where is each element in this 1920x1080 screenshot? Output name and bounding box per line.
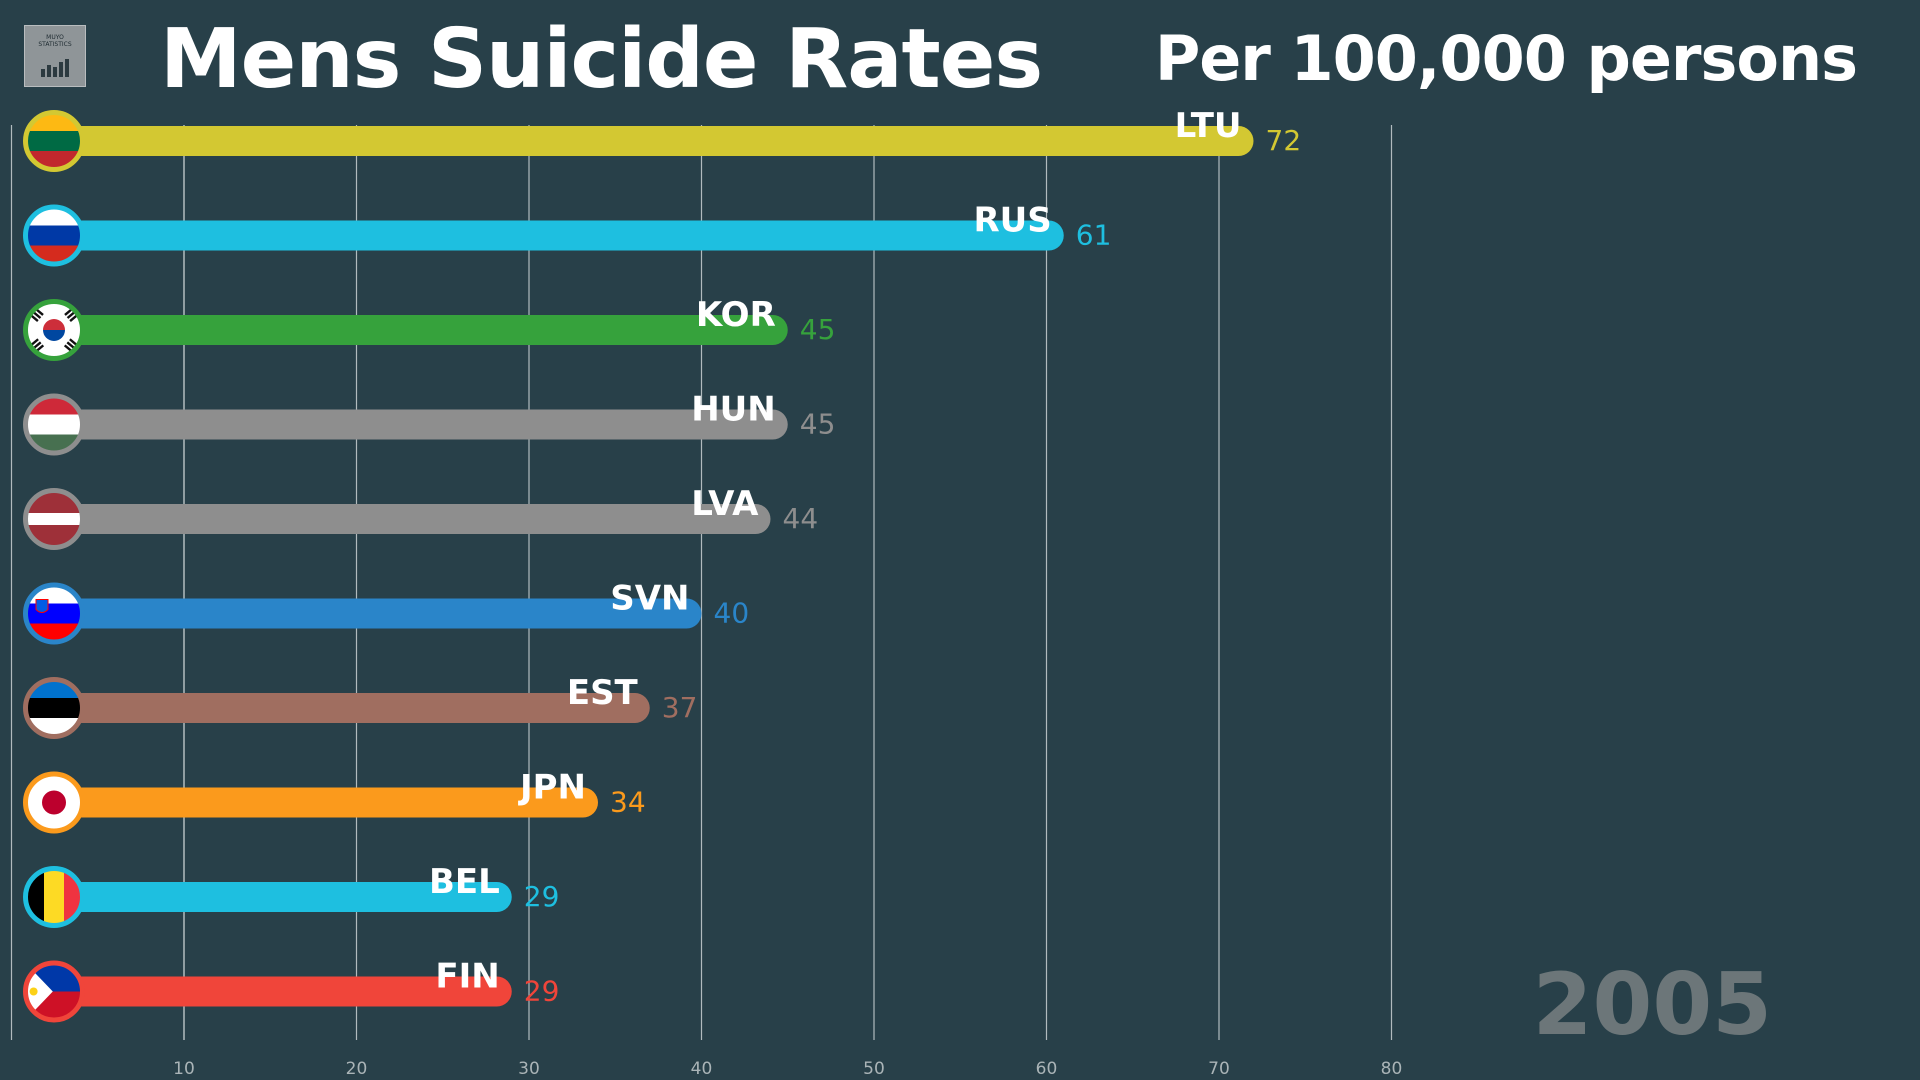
value-label: 29 (524, 880, 560, 913)
x-tick-label: 40 (691, 1059, 713, 1079)
channel-logo: MUYO STATISTICS (24, 25, 86, 87)
bar-row-fin: FIN 29 (23, 957, 560, 1023)
latvia-flag-icon (27, 492, 81, 546)
bar-row-ltu: LTU 72 (23, 106, 1302, 172)
flag-ring (23, 488, 85, 550)
bar-row-est: EST 37 (23, 673, 698, 739)
value-label: 61 (1076, 219, 1112, 252)
flag-ring (23, 677, 85, 739)
bar-row-svn: SVN 40 (23, 579, 750, 645)
flag-ring (23, 204, 85, 267)
bar (54, 126, 1254, 156)
country-label: KOR (696, 295, 776, 335)
x-tick-label: 10 (173, 1059, 195, 1079)
bar (54, 787, 598, 818)
x-tick-label: 80 (1381, 1059, 1403, 1079)
value-label: 44 (783, 502, 819, 535)
chart-subtitle: Per 100,000 persons (1154, 22, 1858, 95)
flag-ring (23, 866, 85, 928)
country-label: SVN (610, 579, 689, 619)
bar-row-bel: BEL 29 (23, 862, 560, 928)
flag-ring (23, 393, 85, 456)
flag-ring (23, 960, 85, 1023)
country-label: EST (567, 673, 639, 713)
flag-ring (23, 582, 85, 645)
country-label: FIN (435, 957, 499, 997)
bar (54, 220, 1064, 251)
bar (54, 693, 650, 723)
logo-chart-icon (41, 59, 71, 77)
value-label: 72 (1266, 124, 1302, 157)
country-label: BEL (429, 862, 500, 902)
x-tick-label: 20 (346, 1059, 368, 1079)
flag-ring (23, 771, 85, 834)
x-tick-label: 50 (863, 1059, 885, 1079)
japan-flag-icon (27, 775, 81, 830)
bar-row-rus: RUS 61 (23, 201, 1112, 267)
bar-row-jpn: JPN 34 (23, 768, 646, 834)
country-label: HUN (691, 390, 776, 430)
bar (54, 598, 702, 629)
bar (54, 504, 771, 534)
bar (54, 976, 512, 1007)
country-label: JPN (518, 768, 586, 808)
value-label: 29 (524, 975, 560, 1008)
x-tick-label: 70 (1208, 1059, 1230, 1079)
value-label: 37 (662, 691, 698, 724)
x-tick-label: 30 (518, 1059, 540, 1079)
bar (54, 882, 512, 912)
x-tick-label: 60 (1036, 1059, 1058, 1079)
value-label: 40 (714, 597, 750, 630)
chart-title: Mens Suicide Rates (160, 12, 1043, 107)
year-label: 2005 (1532, 955, 1772, 1055)
country-label: LTU (1175, 106, 1242, 146)
bar (54, 409, 788, 440)
value-label: 34 (610, 786, 646, 819)
bar-row-lva: LVA 44 (23, 484, 819, 550)
flag-ring (23, 299, 85, 361)
bar-row-hun: HUN 45 (23, 390, 836, 456)
country-label: RUS (973, 201, 1051, 241)
value-label: 45 (800, 313, 836, 346)
flag-ring (23, 110, 85, 172)
bar (54, 315, 788, 345)
bar-row-kor: KOR 45 (23, 295, 836, 361)
country-label: LVA (691, 484, 759, 524)
value-label: 45 (800, 408, 836, 441)
logo-text: MUYO STATISTICS (38, 34, 72, 48)
